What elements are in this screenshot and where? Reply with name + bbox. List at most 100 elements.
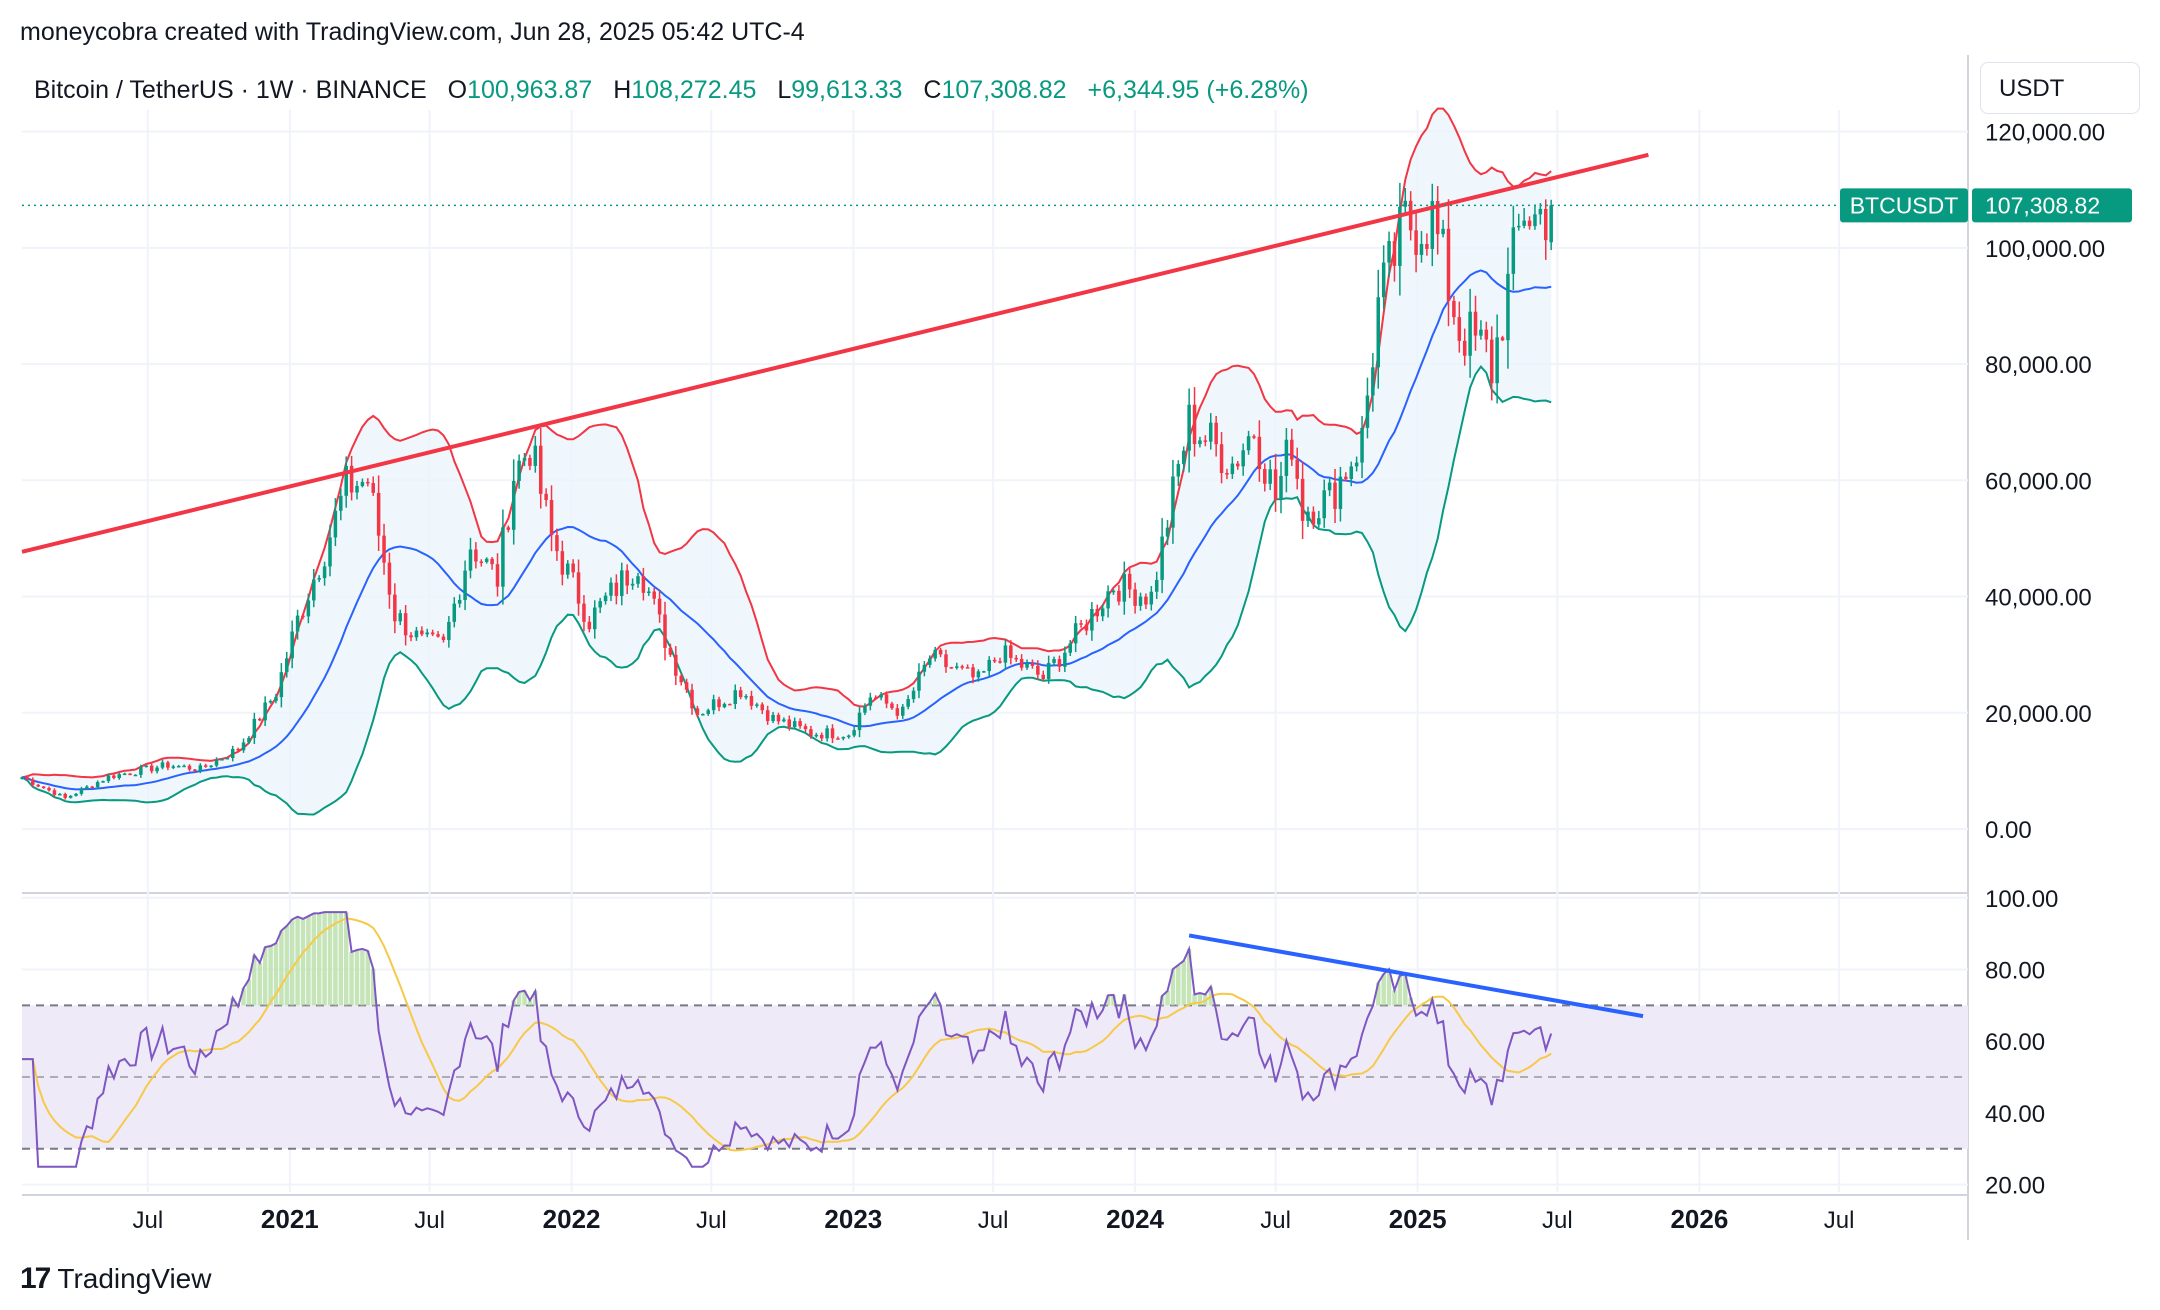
candle-body: [992, 659, 997, 662]
candle-body: [1538, 208, 1543, 215]
candle-body: [965, 667, 970, 669]
candle-body: [133, 774, 138, 777]
candle-body: [609, 582, 613, 596]
symbol-name[interactable]: Bitcoin / TetherUS · 1W · BINANCE: [34, 76, 427, 104]
candle-body: [58, 793, 62, 796]
open-value: 100,963.87: [467, 76, 593, 104]
candle-body: [711, 699, 716, 711]
price-tag-label: 107,308.82: [1985, 192, 2100, 218]
currency-button[interactable]: USDT: [1980, 62, 2140, 114]
time-axis-label: Jul: [1260, 1207, 1291, 1234]
price-axis-label: 40,000.00: [1985, 585, 2092, 612]
candle-body: [382, 535, 386, 563]
candle-body: [101, 781, 105, 783]
candle-body: [366, 481, 370, 484]
candle-body: [501, 527, 505, 587]
time-axis-label: 2024: [1106, 1204, 1164, 1234]
candle-body: [1533, 214, 1537, 227]
bollinger-fill: [22, 108, 1552, 815]
price-axis-label: 80,000.00: [1985, 352, 2092, 379]
candle-body: [36, 784, 40, 787]
candle-body: [900, 706, 905, 716]
candle-body: [403, 613, 408, 636]
candle-body: [160, 762, 165, 768]
candle-body: [636, 576, 640, 584]
candle-body: [755, 704, 759, 706]
candle-body: [144, 765, 149, 768]
time-axis-label: Jul: [1542, 1207, 1573, 1234]
candle-body: [517, 460, 521, 481]
candle-body: [620, 570, 624, 596]
candle-body: [571, 563, 575, 573]
candle-body: [1479, 329, 1483, 336]
candle-body: [1419, 243, 1424, 255]
candle-body: [279, 672, 284, 698]
candle-body: [1090, 609, 1094, 631]
candle-body: [1176, 464, 1181, 477]
candle-body: [295, 615, 300, 632]
candle-body: [652, 591, 656, 599]
candle-body: [1365, 395, 1370, 428]
candle-body: [733, 690, 738, 704]
candle-body: [1046, 662, 1051, 679]
candle-body: [598, 601, 602, 608]
candle-body: [117, 774, 122, 778]
candle-body: [1079, 623, 1083, 625]
candle-body: [317, 578, 321, 580]
candle-body: [1457, 317, 1462, 341]
close-value: 107,308.82: [941, 76, 1067, 104]
candle-body: [668, 647, 673, 655]
tradingview-logo-icon: 17: [20, 1262, 51, 1295]
candle-body: [938, 649, 943, 655]
price-chart[interactable]: BTCUSDT 107,308.82 0.00 20,000.00 40,000.00 6…: [0, 0, 2160, 1250]
candle-body: [760, 704, 765, 711]
rsi-axis-label: 60.00: [1985, 1029, 2045, 1056]
candle-body: [1095, 609, 1100, 617]
candle-body: [1311, 511, 1316, 525]
candle-body: [198, 765, 203, 772]
candle-body: [1284, 439, 1289, 476]
time-axis-label: 2022: [543, 1204, 601, 1234]
close-label: C: [923, 76, 942, 104]
candle-body: [1165, 527, 1170, 537]
candle-body: [1500, 337, 1505, 341]
candle-body: [20, 777, 24, 779]
candle-body: [1549, 205, 1553, 243]
candle-body: [1068, 643, 1073, 653]
candle-body: [414, 630, 419, 638]
candle-body: [625, 570, 629, 586]
time-axis-label: 2025: [1389, 1204, 1447, 1234]
candle-body: [220, 759, 224, 761]
tradingview-brand[interactable]: 17 TradingView: [20, 1262, 211, 1296]
candle-body: [425, 632, 430, 635]
candle-body: [47, 788, 51, 791]
candle-body: [933, 649, 937, 659]
time-axis-label: 2021: [261, 1204, 319, 1234]
candle-body: [863, 705, 867, 713]
candle-body: [74, 793, 78, 796]
candle-body: [247, 737, 251, 743]
candle-body: [1338, 476, 1343, 509]
candle-body: [722, 703, 727, 708]
candle-body: [1527, 220, 1532, 227]
candle-body: [90, 786, 95, 789]
candle-body: [241, 742, 246, 751]
candle-body: [1084, 624, 1089, 631]
candle-body: [555, 535, 559, 552]
candle-body: [214, 759, 219, 766]
candle-body: [333, 510, 338, 538]
candle-body: [263, 702, 267, 721]
candle-body: [868, 697, 873, 706]
candle-body: [852, 730, 856, 736]
candle-body: [457, 600, 462, 604]
candle-body: [1246, 436, 1251, 451]
candle-body: [657, 598, 662, 615]
price-axis-label: 0.00: [1985, 817, 2032, 844]
candle-body: [565, 563, 570, 575]
price-axis-label: 120,000.00: [1985, 120, 2105, 147]
candle-body: [490, 558, 494, 565]
candle-body: [819, 734, 824, 739]
candle-body: [1030, 663, 1035, 666]
candle-body: [1214, 422, 1218, 445]
candle-body: [1489, 339, 1494, 384]
